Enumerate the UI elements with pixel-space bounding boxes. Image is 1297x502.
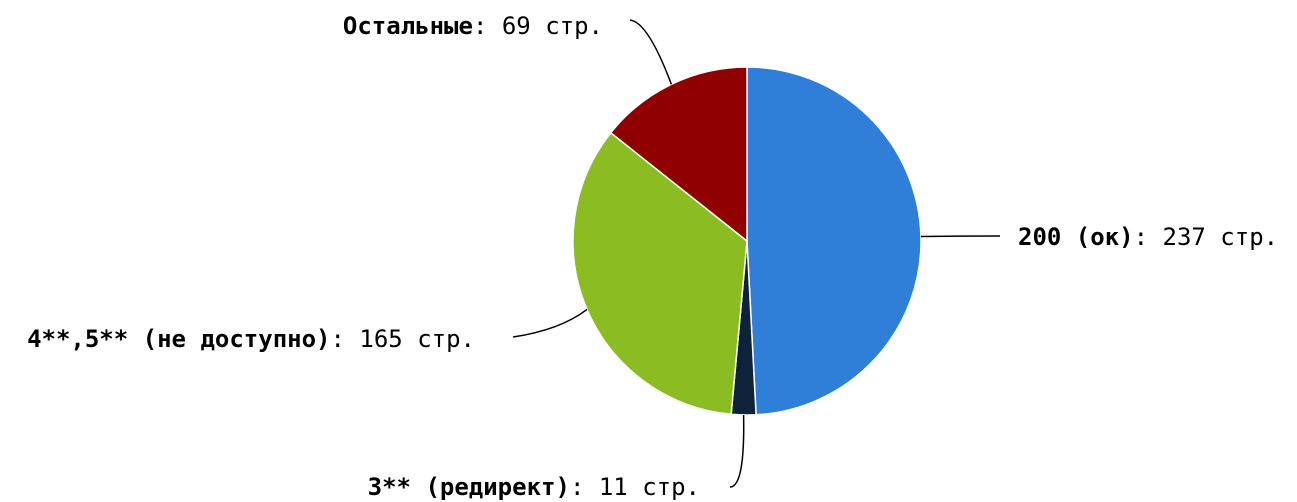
connector — [512, 308, 588, 338]
label-name: 4**,5** (не доступно) — [27, 325, 330, 353]
data-label: 3** (редирект): 11 стр. — [368, 473, 700, 501]
label-value: 165 стр. — [359, 325, 475, 353]
pie-slice — [609, 66, 748, 243]
pie-slice — [746, 66, 922, 416]
label-name: 3** (редирект) — [368, 473, 570, 501]
data-label: Остальные: 69 стр. — [343, 12, 603, 40]
label-value: 11 стр. — [599, 473, 700, 501]
label-value: 237 стр. — [1163, 223, 1279, 251]
label-separator: : — [331, 325, 360, 353]
label-separator: : — [570, 473, 599, 501]
connector — [629, 19, 673, 85]
label-separator: : — [1134, 223, 1163, 251]
label-separator: : — [473, 12, 502, 40]
pie-slice — [572, 131, 748, 416]
label-name: Остальные — [343, 12, 473, 40]
connector — [729, 414, 745, 488]
data-label: 4**,5** (не доступно): 165 стр. — [27, 325, 475, 353]
data-label: 200 (ок): 237 стр. — [1018, 223, 1278, 251]
label-value: 69 стр. — [502, 12, 603, 40]
label-name: 200 (ок) — [1018, 223, 1134, 251]
